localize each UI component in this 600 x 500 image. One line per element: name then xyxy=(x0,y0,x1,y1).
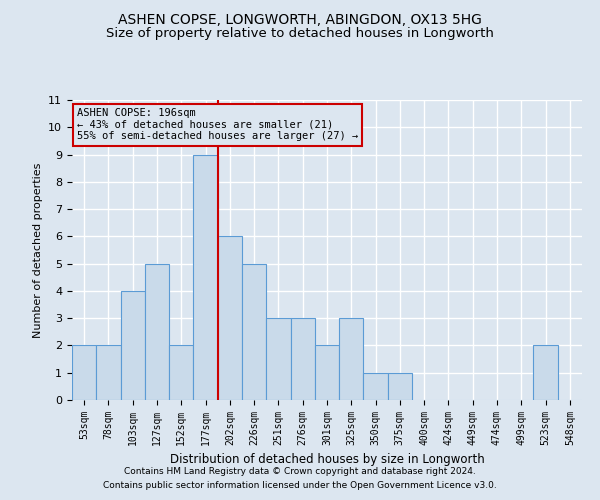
Text: Size of property relative to detached houses in Longworth: Size of property relative to detached ho… xyxy=(106,28,494,40)
Bar xyxy=(242,264,266,400)
Bar xyxy=(169,346,193,400)
Text: ASHEN COPSE, LONGWORTH, ABINGDON, OX13 5HG: ASHEN COPSE, LONGWORTH, ABINGDON, OX13 5… xyxy=(118,12,482,26)
Bar xyxy=(339,318,364,400)
Text: Contains HM Land Registry data © Crown copyright and database right 2024.: Contains HM Land Registry data © Crown c… xyxy=(124,467,476,476)
Text: ASHEN COPSE: 196sqm
← 43% of detached houses are smaller (21)
55% of semi-detach: ASHEN COPSE: 196sqm ← 43% of detached ho… xyxy=(77,108,358,142)
Bar xyxy=(266,318,290,400)
Bar xyxy=(388,372,412,400)
Bar xyxy=(290,318,315,400)
Bar xyxy=(72,346,96,400)
Bar xyxy=(315,346,339,400)
Bar xyxy=(218,236,242,400)
Bar xyxy=(121,291,145,400)
Bar xyxy=(145,264,169,400)
Bar xyxy=(193,154,218,400)
Y-axis label: Number of detached properties: Number of detached properties xyxy=(33,162,43,338)
Bar xyxy=(364,372,388,400)
Bar xyxy=(533,346,558,400)
Text: Contains public sector information licensed under the Open Government Licence v3: Contains public sector information licen… xyxy=(103,481,497,490)
Bar xyxy=(96,346,121,400)
X-axis label: Distribution of detached houses by size in Longworth: Distribution of detached houses by size … xyxy=(170,454,484,466)
